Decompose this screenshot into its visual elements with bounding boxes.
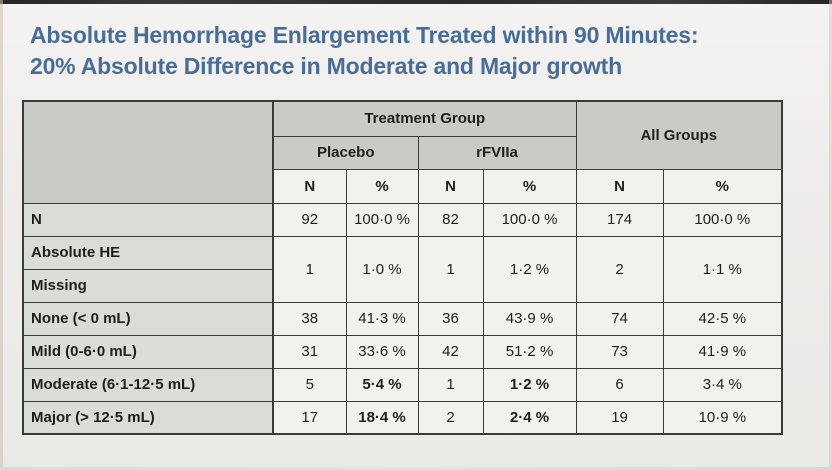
cell-placebo-pct: 18·4 % — [345, 400, 419, 435]
cell-all-n: 2 — [575, 235, 664, 303]
cell-placebo-pct: 100·0 % — [345, 202, 419, 237]
table-row-major: Major (> 12·5 mL) 17 18·4 % 2 2·4 % 19 1… — [22, 400, 783, 435]
cell-all-n: 19 — [575, 400, 664, 435]
cell-rfviia-pct: 51·2 % — [482, 334, 577, 369]
row-label: Moderate (6·1-12·5 mL) — [22, 367, 274, 402]
cell-rfviia-pct: 1·2 % — [482, 235, 577, 303]
cell-placebo-n: 5 — [272, 367, 347, 402]
cell-rfviia-n: 2 — [417, 400, 484, 435]
cell-placebo-n: 38 — [272, 301, 347, 336]
row-label: Absolute HE — [22, 235, 274, 270]
subheader-rfviia-n: N — [417, 168, 484, 204]
cell-all-pct: 41·9 % — [662, 334, 783, 369]
row-label: Mild (0-6·0 mL) — [22, 334, 274, 369]
cell-all-pct: 1·1 % — [662, 235, 783, 303]
cell-rfviia-pct: 1·2 % — [482, 367, 577, 402]
corner-cell — [22, 100, 274, 204]
row-label: None (< 0 mL) — [22, 301, 274, 336]
cell-placebo-n: 1 — [272, 235, 347, 303]
left-edge — [0, 0, 3, 470]
cell-rfviia-pct: 43·9 % — [482, 301, 577, 336]
cell-all-pct: 100·0 % — [662, 202, 783, 237]
subheader-placebo-pct: % — [345, 168, 419, 204]
cell-all-pct: 10·9 % — [662, 400, 783, 435]
header-row-groups: Treatment Group All Groups — [22, 100, 783, 204]
results-table: Treatment Group All Groups Placebo rFVII… — [22, 100, 784, 435]
cell-all-n: 73 — [575, 334, 664, 369]
table-row-moderate: Moderate (6·1-12·5 mL) 5 5·4 % 1 1·2 % 6… — [22, 367, 783, 402]
cell-placebo-pct: 41·3 % — [345, 301, 419, 336]
cell-rfviia-pct: 2·4 % — [482, 400, 577, 435]
cell-all-n: 74 — [575, 301, 664, 336]
cell-all-n: 6 — [575, 367, 664, 402]
slide-title-line2: 20% Absolute Difference in Moderate and … — [30, 53, 622, 79]
table-row-absolute-he: Absolute HE 1 1·0 % 1 1·2 % 2 1·1 % — [22, 235, 783, 303]
row-label: Missing — [22, 268, 274, 303]
slide-title: Absolute Hemorrhage Enlargement Treated … — [30, 20, 820, 82]
subheader-placebo-n: N — [272, 168, 347, 204]
cell-all-n: 174 — [575, 202, 664, 237]
header-rfviia: rFVIIa — [417, 135, 577, 170]
subheader-all-n: N — [575, 168, 664, 204]
row-label: N — [22, 202, 274, 237]
cell-placebo-n: 92 — [272, 202, 347, 237]
cell-placebo-n: 31 — [272, 334, 347, 369]
bottom-edge — [0, 467, 832, 470]
top-edge — [0, 0, 832, 4]
table-row-none: None (< 0 mL) 38 41·3 % 36 43·9 % 74 42·… — [22, 301, 783, 336]
cell-rfviia-n: 1 — [417, 235, 484, 303]
table-row-mild: Mild (0-6·0 mL) 31 33·6 % 42 51·2 % 73 4… — [22, 334, 783, 369]
cell-rfviia-n: 42 — [417, 334, 484, 369]
cell-rfviia-n: 82 — [417, 202, 484, 237]
header-placebo: Placebo — [272, 135, 419, 170]
cell-placebo-pct: 5·4 % — [345, 367, 419, 402]
cell-placebo-n: 17 — [272, 400, 347, 435]
right-edge — [829, 0, 832, 470]
subheader-all-pct: % — [662, 168, 783, 204]
cell-rfviia-pct: 100·0 % — [482, 202, 577, 237]
slide-title-line1: Absolute Hemorrhage Enlargement Treated … — [30, 22, 699, 48]
subheader-rfviia-pct: % — [482, 168, 577, 204]
table-row-n: N 92 100·0 % 82 100·0 % 174 100·0 % — [22, 202, 783, 237]
cell-placebo-pct: 33·6 % — [345, 334, 419, 369]
header-all-groups: All Groups — [575, 100, 783, 170]
row-label: Major (> 12·5 mL) — [22, 400, 274, 435]
cell-rfviia-n: 36 — [417, 301, 484, 336]
cell-rfviia-n: 1 — [417, 367, 484, 402]
header-treatment-group: Treatment Group — [272, 100, 577, 137]
cell-all-pct: 42·5 % — [662, 301, 783, 336]
cell-placebo-pct: 1·0 % — [345, 235, 419, 303]
cell-all-pct: 3·4 % — [662, 367, 783, 402]
